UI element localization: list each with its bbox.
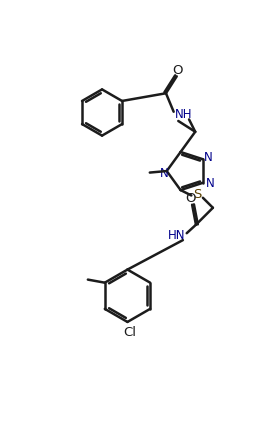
Text: N: N xyxy=(160,167,169,180)
Text: N: N xyxy=(204,150,213,163)
Text: O: O xyxy=(172,64,183,77)
Text: Cl: Cl xyxy=(123,326,136,339)
Text: N: N xyxy=(205,176,214,189)
Text: S: S xyxy=(193,188,202,201)
Text: HN: HN xyxy=(168,229,185,242)
Text: NH: NH xyxy=(175,108,192,120)
Text: O: O xyxy=(185,192,196,205)
